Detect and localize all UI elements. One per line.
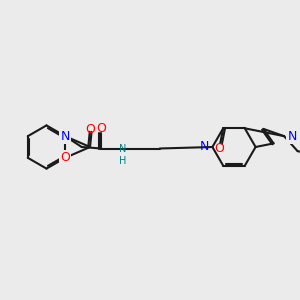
Text: O: O (85, 122, 95, 136)
Text: N: N (61, 130, 70, 143)
Text: O: O (214, 142, 224, 155)
Text: N: N (200, 140, 209, 153)
Text: O: O (96, 122, 106, 135)
Text: O: O (60, 151, 70, 164)
Text: N
H: N H (118, 144, 126, 166)
Text: N: N (288, 130, 297, 142)
